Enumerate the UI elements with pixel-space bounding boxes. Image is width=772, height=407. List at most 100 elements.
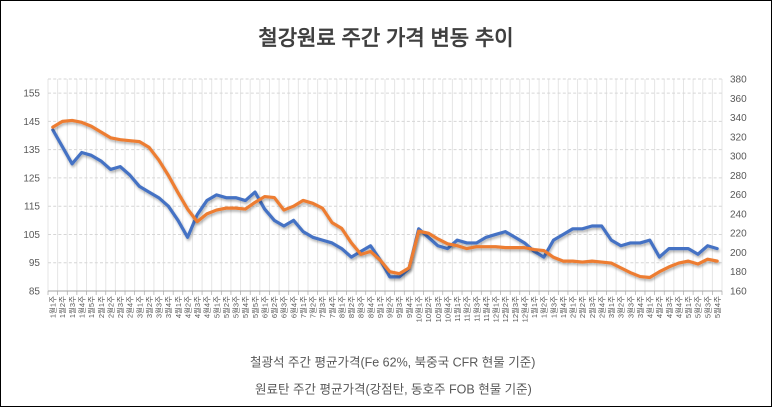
legend-label-iron-ore: 철광석 주간 평균가격(Fe 62%, 북중국 CFR 현물 기준) [250, 356, 535, 370]
x-axis-category-label: 9월4주 [404, 296, 414, 318]
x-axis-category-label: 5월3주 [702, 296, 712, 318]
x-axis-category-label: 10월2주 [423, 296, 433, 322]
x-axis-category-label: 2월2주 [577, 296, 587, 318]
right-axis-tick-label: 380 [730, 75, 747, 86]
x-axis-category-label: 9월2주 [385, 296, 395, 318]
right-axis-tick-label: 360 [730, 94, 747, 105]
x-axis-category-label: 11월1주 [452, 296, 462, 322]
right-axis-tick-label: 220 [730, 229, 747, 240]
x-axis-category-label: 5월4주 [240, 296, 250, 318]
right-axis-tick-label: 240 [730, 209, 747, 220]
x-axis-category-label: 1월2주 [539, 296, 549, 318]
right-axis-tick-label: 340 [730, 113, 747, 124]
x-axis-category-label: 2월2주 [105, 296, 115, 318]
legend-item-iron-ore: 철광석 주간 평균가격(Fe 62%, 북중국 CFR 현물 기준) [212, 356, 535, 370]
x-axis-category-label: 8월1주 [336, 296, 346, 318]
x-axis-category-label: 11월4주 [481, 296, 491, 322]
x-axis-category-label: 4월2주 [654, 296, 664, 318]
left-axis-labels: 85 95 105 115 125 135 145 155 [23, 89, 40, 298]
x-axis-category-label: 11월2주 [462, 296, 472, 322]
right-axis-tick-label: 320 [730, 132, 747, 143]
x-axis-category-label: 12월2주 [500, 296, 510, 322]
x-axis-category-label: 8월3주 [356, 296, 366, 318]
x-axis-category-label: 4월3주 [192, 296, 202, 318]
right-axis-tick-label: 300 [730, 152, 747, 163]
left-axis-tick-label: 115 [24, 202, 40, 213]
x-axis-category-label: 9월3주 [394, 296, 404, 318]
x-axis-category-label: 1월3주 [67, 296, 77, 318]
x-axis-category-label: 8월4주 [365, 296, 375, 318]
right-axis-tick-label: 160 [730, 287, 747, 298]
x-axis-category-label: 12월3주 [510, 296, 520, 322]
x-axis-category-label: 12월4주 [519, 296, 529, 322]
x-axis-category-label: 2월1주 [568, 296, 578, 318]
x-axis-category-label: 5월2주 [221, 296, 231, 318]
x-axis-category-label: 1월4주 [77, 296, 87, 318]
legend-item-coking-coal: 원료탄 주간 평균가격(강점탄, 동호주 FOB 현물 기준) [217, 383, 532, 397]
left-axis-tick-label: 85 [29, 287, 41, 298]
left-axis-tick-label: 155 [23, 89, 40, 100]
x-axis-category-label: 2월3주 [587, 296, 597, 318]
x-axis-category-label: 2월4주 [596, 296, 606, 318]
x-axis-category-label: 3월2주 [616, 296, 626, 318]
x-axis-category-label: 2월1주 [96, 296, 106, 318]
x-axis-category-label: 6월4주 [288, 296, 298, 318]
coking-coal-line [51, 118, 719, 280]
x-axis-category-label: 5월4주 [712, 296, 722, 318]
x-axis-category-label: 7월1주 [298, 296, 308, 318]
legend-label-coking-coal: 원료탄 주간 평균가격(강점탄, 동호주 FOB 현물 기준) [255, 383, 532, 397]
series-lines [51, 118, 719, 280]
right-axis-tick-label: 260 [730, 190, 747, 201]
x-axis-category-label: 1월3주 [548, 296, 558, 318]
x-axis-category-label: 3월3주 [625, 296, 635, 318]
x-axis-category-label: 4월1주 [645, 296, 655, 318]
x-axis-category-label: 2월4주 [125, 296, 135, 318]
right-axis-tick-label: 280 [730, 171, 747, 182]
x-axis-category-label: 4월4주 [673, 296, 683, 318]
x-axis-category-label: 1월1주 [48, 296, 58, 318]
x-axis-category-label: 4월3주 [664, 296, 674, 318]
x-axis-category-label: 11월3주 [471, 296, 481, 322]
left-axis-tick-label: 145 [23, 117, 40, 128]
x-axis-category-label: 3월4주 [163, 296, 173, 318]
x-axis-category-label: 6월3주 [279, 296, 289, 318]
x-axis-category-label: 3월1주 [606, 296, 616, 318]
x-axis-category-label: 8월2주 [346, 296, 356, 318]
x-axis-category-label: 3월2주 [144, 296, 154, 318]
x-axis-category-label: 4월1주 [173, 296, 183, 318]
x-axis-category-label: 2월3주 [115, 296, 125, 318]
x-axis-category-label: 10월1주 [414, 296, 424, 322]
x-axis-category-label: 5월1주 [211, 296, 221, 318]
x-axis-category-label: 3월3주 [154, 296, 164, 318]
x-axis-category-label: 10월4주 [442, 296, 452, 322]
right-axis-tick-label: 180 [730, 267, 747, 278]
x-axis-category-label: 1월4주 [558, 296, 568, 318]
x-axis-category-label: 5월2주 [693, 296, 703, 318]
x-axis-category-label: 4월2주 [182, 296, 192, 318]
x-axis-category-label: 4월4주 [202, 296, 212, 318]
x-axis-category-label: 5월1주 [683, 296, 693, 318]
x-axis [47, 290, 723, 295]
x-axis-category-label: 1월1주 [529, 296, 539, 318]
x-axis-category-label: 5월3주 [231, 296, 241, 318]
x-axis-category-label: 1월2주 [57, 296, 67, 318]
x-axis-category-label: 7월3주 [317, 296, 327, 318]
x-axis-category-label: 5월5주 [250, 296, 260, 318]
left-axis-tick-label: 135 [23, 145, 40, 156]
x-axis-category-label: 12월1주 [491, 296, 501, 322]
x-axis-category-label: 7월2주 [308, 296, 318, 318]
x-axis-category-label: 1월5주 [86, 296, 96, 318]
right-axis-labels: 160 180 200 220 240 260 280 300 320 340 360 380 [730, 75, 747, 298]
x-axis-category-label: 10월3주 [433, 296, 443, 322]
left-axis-tick-label: 125 [23, 173, 40, 184]
chart-title: 철강원료 주간 가격 변동 추이 [258, 27, 513, 50]
vertical-gridlines [47, 79, 723, 291]
x-axis-category-label: 3월1주 [134, 296, 144, 318]
x-axis-category-label: 9월1주 [375, 296, 385, 318]
x-axis-category-label: 7월4주 [327, 296, 337, 318]
left-axis-tick-label: 95 [29, 258, 41, 269]
x-axis-category-label: 3월4주 [635, 296, 645, 318]
x-axis-labels: 1월1주 1월2주 1월3주 1월4주 1월5주 2월1주 2월2주 2월3주 2월4주 3월1주… [48, 296, 722, 322]
